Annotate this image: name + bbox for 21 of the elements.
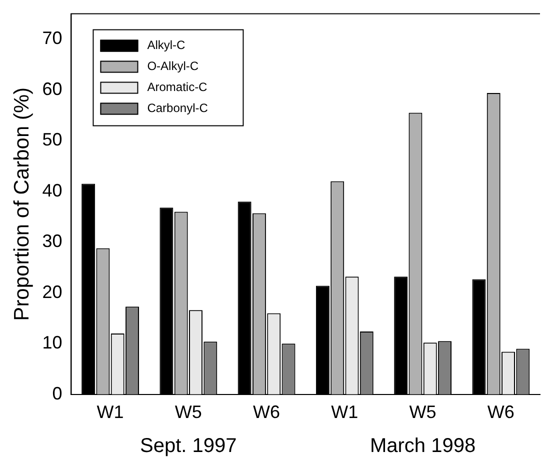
- x-tick-label: W1: [331, 402, 358, 422]
- y-tick-label: 40: [42, 180, 62, 200]
- x-tick-label: W5: [409, 402, 436, 422]
- x-tick-label: W5: [174, 402, 202, 422]
- y-tick-label: 50: [42, 130, 62, 150]
- legend-label: Alkyl-C: [147, 38, 186, 52]
- x-tick-label: W6: [253, 402, 280, 422]
- y-tick-label: 20: [42, 282, 62, 302]
- x-tick-label: W6: [487, 402, 514, 422]
- y-tick-label: 10: [42, 332, 62, 353]
- legend-label: O-Alkyl-C: [147, 59, 199, 74]
- y-axis-title: Proportion of Carbon (%): [10, 87, 34, 321]
- y-tick-label: 60: [42, 78, 62, 99]
- text: Sept. 1997: [140, 435, 237, 457]
- text: March 1998: [370, 435, 476, 457]
- legend-label: Carbonyl-C: [147, 101, 208, 116]
- y-tick-label: 0: [52, 383, 62, 404]
- x-tick-label: W1: [96, 402, 124, 422]
- legend-label: Aromatic-C: [147, 80, 208, 94]
- y-tick-label: 70: [42, 28, 62, 48]
- y-tick-label: 30: [42, 231, 62, 252]
